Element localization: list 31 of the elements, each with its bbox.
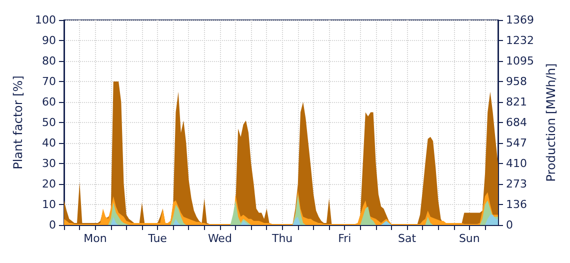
y2-axis-title: Production [MWh/h] <box>544 63 558 182</box>
y-tick-label: 80 <box>42 54 56 68</box>
y2-tick-label: 821 <box>506 96 527 109</box>
y-tick-label: 90 <box>42 34 56 47</box>
y-tick-label: 20 <box>42 178 56 190</box>
y2-tick-label: 410 <box>506 157 527 170</box>
y-tick-label: 100 <box>35 14 56 26</box>
y-tick-label: 40 <box>42 136 56 150</box>
y-tick-label: 0 <box>49 218 56 232</box>
y2-tick-label: 958 <box>506 75 527 88</box>
x-tick-label: Sat <box>398 232 417 245</box>
y2-tick-label: 684 <box>506 116 527 130</box>
x-tick-label: Tue <box>147 232 168 245</box>
y2-tick-label: 547 <box>506 136 527 150</box>
y-tick-label: 10 <box>42 198 56 211</box>
y-tick-label: 50 <box>42 116 56 129</box>
x-tick-label: Fri <box>338 232 352 245</box>
y-tick-label: 70 <box>42 75 56 88</box>
y2-tick-label: 273 <box>506 178 527 191</box>
x-tick-label: Sun <box>458 232 480 245</box>
y-tick-label: 60 <box>42 96 56 108</box>
y2-tick-label: 1369 <box>506 14 534 26</box>
y2-tick-label: 0 <box>506 218 513 232</box>
x-tick-label: Mon <box>84 232 107 245</box>
y2-tick-label: 136 <box>506 198 527 212</box>
y-tick-label: 30 <box>42 157 56 170</box>
y2-tick-label: 1095 <box>506 54 534 68</box>
y-axis-title: Plant factor [%] <box>11 76 26 170</box>
x-tick-label: Wed <box>208 232 232 245</box>
x-tick-label: Thu <box>270 232 293 245</box>
y2-tick-label: 1232 <box>506 34 534 48</box>
